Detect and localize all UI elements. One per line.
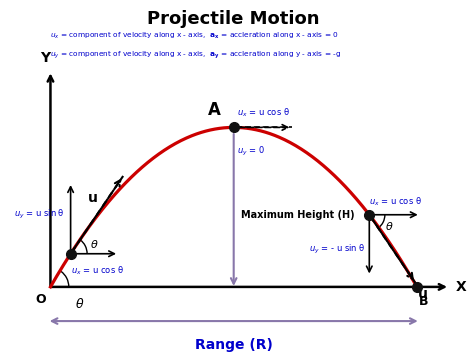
Text: Range (R): Range (R) [195,338,273,352]
Text: θ: θ [91,240,98,250]
Text: $u_x$ = u cos θ: $u_x$ = u cos θ [369,195,421,208]
Text: $u_y$ = - u sin θ: $u_y$ = - u sin θ [309,242,365,256]
Text: Y: Y [40,51,50,65]
Text: u: u [88,192,98,205]
Text: Projectile Motion: Projectile Motion [147,10,320,28]
Text: B: B [419,295,428,308]
Text: Maximum Height (H): Maximum Height (H) [241,210,355,220]
Text: A: A [208,101,221,119]
Text: $u_x$ = component of velocity along x - axis,  $\mathbf{a_x}$ = accleration alon: $u_x$ = component of velocity along x - … [50,30,339,41]
Text: $u_y$ = u sin θ: $u_y$ = u sin θ [14,208,65,221]
Text: $u_y$ = component of velocity along x - axis,  $\mathbf{a_y}$ = accleration alon: $u_y$ = component of velocity along x - … [50,49,342,61]
Text: $u_x$ = u cos θ: $u_x$ = u cos θ [237,107,290,119]
Text: $u_y$ = 0: $u_y$ = 0 [237,145,265,158]
Text: X: X [456,280,466,294]
Text: θ: θ [76,297,83,310]
Text: $u_x$ = u cos θ: $u_x$ = u cos θ [71,264,123,277]
Text: θ: θ [386,222,393,232]
Text: u: u [418,287,427,301]
Text: O: O [36,292,46,306]
